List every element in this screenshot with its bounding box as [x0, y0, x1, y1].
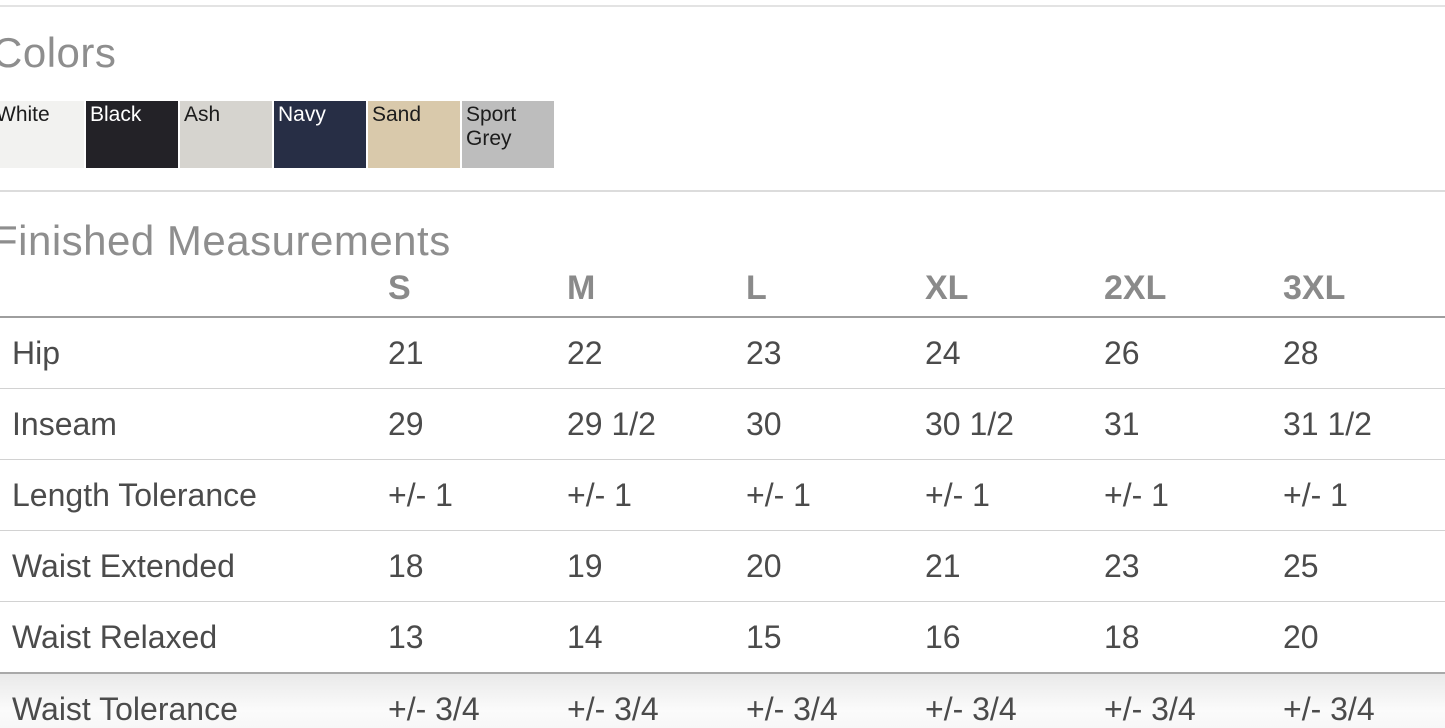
- measurement-cell: 20: [1283, 601, 1445, 674]
- color-swatch-ash[interactable]: Ash: [180, 101, 272, 168]
- measurement-cell: 18: [388, 530, 567, 602]
- measurement-cell: 13: [388, 601, 567, 674]
- measurement-row: Waist Relaxed 13 14 15 16 18 20: [0, 601, 1445, 674]
- measurement-cell: +/- 3/4: [1104, 690, 1196, 727]
- size-column-header: M: [567, 266, 746, 318]
- measurement-row: Waist Tolerance +/- 3/4 +/- 3/4 +/- 3/4 +/- …: [0, 673, 1445, 728]
- measurement-row-label: Waist Tolerance: [12, 690, 238, 727]
- measurement-cell: 24: [925, 317, 1104, 389]
- measurement-cell: 31 1/2: [1283, 388, 1445, 460]
- measurement-row: Hip 21 22 23 24 26 28: [0, 317, 1445, 389]
- measurement-cell: 23: [1104, 530, 1283, 602]
- section-divider: [0, 190, 1445, 192]
- measurement-cell: 30: [746, 388, 925, 460]
- measurement-row: Length Tolerance +/- 1 +/- 1 +/- 1 +/- 1 +/- …: [0, 459, 1445, 531]
- measurement-cell: 28: [1283, 317, 1445, 389]
- measurement-row: Waist Extended 18 19 20 21 23 25: [0, 530, 1445, 602]
- measurement-row-label: Waist Extended: [0, 530, 388, 602]
- measurement-row-label: Hip: [0, 317, 388, 389]
- size-header-row: S M L XL 2XL 3XL: [0, 266, 1445, 318]
- measurement-row-label: Inseam: [0, 388, 388, 460]
- measurement-cell: 23: [746, 317, 925, 389]
- color-swatch-label: White: [0, 103, 50, 126]
- size-column-header: L: [746, 266, 925, 318]
- color-swatch-label: Sand: [372, 103, 422, 126]
- measurement-row-label: Length Tolerance: [0, 459, 388, 531]
- measurement-cell: 31: [1104, 388, 1283, 460]
- top-divider: [0, 5, 1445, 7]
- color-swatch-navy[interactable]: Navy: [274, 101, 366, 168]
- measurement-cell: 14: [567, 601, 746, 674]
- measurement-cell: +/- 1: [1283, 459, 1445, 531]
- measurement-cell: +/- 3/4: [1283, 690, 1375, 727]
- measurement-cell: 19: [567, 530, 746, 602]
- size-column-header: S: [388, 266, 567, 318]
- size-column-header: 2XL: [1104, 266, 1283, 318]
- measurement-cell: +/- 1: [388, 459, 567, 531]
- color-swatch-label: Ash: [184, 103, 221, 126]
- measurement-cell: +/- 3/4: [388, 690, 480, 727]
- color-swatch-label: Sport Grey: [466, 103, 517, 150]
- measurement-cell: +/- 3/4: [925, 690, 1017, 727]
- measurement-cell: +/- 1: [1104, 459, 1283, 531]
- color-swatch-label: Black: [90, 103, 142, 126]
- measurement-cell: 29: [388, 388, 567, 460]
- measurements-section-title: Finished Measurements: [0, 217, 451, 264]
- measurement-cell: +/- 3/4: [746, 690, 838, 727]
- measurement-cell: +/- 1: [925, 459, 1104, 531]
- measurement-cell: 16: [925, 601, 1104, 674]
- color-swatch-strip: White Black Ash Navy Sand Sport Grey: [0, 101, 1445, 168]
- measurement-cell: 22: [567, 317, 746, 389]
- size-column-header: XL: [925, 266, 1104, 318]
- color-swatch-sand[interactable]: Sand: [368, 101, 460, 168]
- color-swatch-label: Navy: [278, 103, 326, 126]
- measurement-row-label: Waist Relaxed: [0, 601, 388, 674]
- measurement-cell: 15: [746, 601, 925, 674]
- measurement-cell: 21: [925, 530, 1104, 602]
- measurement-row: Inseam 29 29 1/2 30 30 1/2 31 31 1/2: [0, 388, 1445, 460]
- color-swatch-black[interactable]: Black: [86, 101, 178, 168]
- colors-section-title: Colors: [0, 29, 117, 76]
- measurement-cell: 29 1/2: [567, 388, 746, 460]
- measurement-cell: 21: [388, 317, 567, 389]
- table-corner-cell: [0, 266, 388, 318]
- size-column-header: 3XL: [1283, 266, 1445, 318]
- measurement-cell: 26: [1104, 317, 1283, 389]
- measurement-cell: 25: [1283, 530, 1445, 602]
- color-swatch-white[interactable]: White: [0, 101, 84, 168]
- product-detail-page: Colors White Black Ash Navy Sand Sport Grey F…: [0, 5, 1445, 728]
- measurement-cell: 18: [1104, 601, 1283, 674]
- measurement-cell: +/- 1: [567, 459, 746, 531]
- color-swatch-sport-grey[interactable]: Sport Grey: [462, 101, 554, 168]
- measurement-cell: 30 1/2: [925, 388, 1104, 460]
- finished-measurements-table: S M L XL 2XL 3XL Hip 21 22 23 24 26 28 Inseam 29 29 1/…: [0, 266, 1445, 728]
- measurement-cell: +/- 1: [746, 459, 925, 531]
- measurement-cell: 20: [746, 530, 925, 602]
- measurement-cell: +/- 3/4: [567, 690, 659, 727]
